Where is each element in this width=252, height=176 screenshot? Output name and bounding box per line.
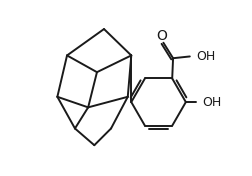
Text: OH: OH bbox=[202, 96, 221, 109]
Text: OH: OH bbox=[196, 50, 215, 63]
Text: O: O bbox=[156, 29, 167, 43]
